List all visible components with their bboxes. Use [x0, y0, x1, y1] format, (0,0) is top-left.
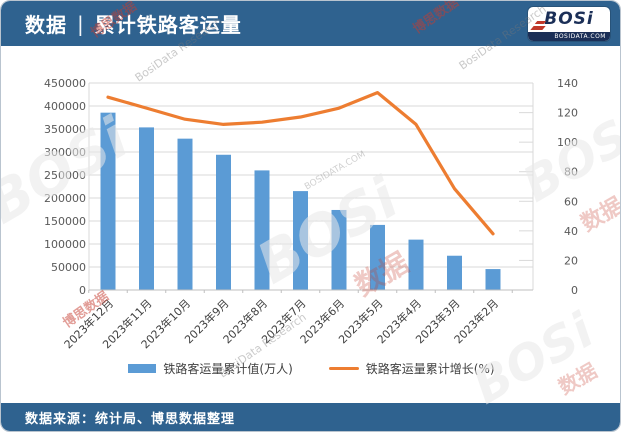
bar-2023年4月: [408, 239, 424, 290]
title-separator: |: [77, 11, 85, 36]
legend-item-bar: 铁路客运量累计值(万人): [128, 360, 293, 377]
bar-2023年11月: [139, 127, 154, 290]
right-axis-label: 20: [564, 254, 578, 267]
right-axis-label: 60: [564, 195, 578, 208]
left-axis-label: 0: [79, 284, 86, 297]
bar-2023年9月: [216, 154, 231, 290]
right-axis-label: 80: [564, 166, 578, 179]
legend-item-line: 铁路客运量累计增长(%): [328, 360, 495, 377]
left-axis-label: 50000: [51, 261, 86, 274]
title-text: 累计铁路客运量: [94, 13, 242, 37]
line-series-swatch: [328, 367, 359, 370]
bosi-logo: BOSi BOSIDATA.COM: [528, 7, 610, 41]
left-axis-label: 100000: [44, 238, 86, 251]
footer-bar: 数据来源：统计局、博思数据整理: [1, 403, 620, 431]
bar-2023年3月: [447, 255, 462, 290]
left-axis-label: 150000: [44, 215, 86, 228]
page-title: 数据 | 累计铁路客运量: [25, 9, 242, 38]
logo-domain: BOSIDATA.COM: [528, 32, 610, 41]
left-axis-label: 450000: [44, 77, 86, 90]
left-axis-label: 350000: [44, 123, 86, 136]
right-axis-label: 0: [571, 284, 578, 297]
left-axis-label: 300000: [44, 146, 86, 159]
cumulative-railway-passenger-chart: 0 20 40 60 80 100 120 140 0 50000 100000 150000 2000…: [44, 77, 578, 351]
logo-wordmark: BOSi: [544, 9, 594, 29]
bar-series-label: 铁路客运量累计值(万人): [163, 362, 293, 376]
chart-area: 0 20 40 60 80 100 120 140 0 50000 100000 150000 2000…: [1, 46, 620, 406]
right-axis-label: 140: [557, 77, 578, 90]
title-prefix: 数据: [25, 13, 67, 37]
left-axis-label: 200000: [44, 192, 86, 205]
bar-2023年10月: [177, 138, 193, 290]
right-axis-label: 120: [557, 107, 578, 120]
chart-legend: 铁路客运量累计值(万人) 铁路客运量累计增长(%): [1, 360, 620, 377]
bar-2023年6月: [331, 209, 347, 290]
bar-2023年8月: [254, 170, 270, 290]
right-axis-label: 100: [557, 136, 578, 149]
logo-red-slash-icon: [530, 26, 546, 30]
left-axis-label: 400000: [44, 100, 86, 113]
bar-2023年5月: [370, 224, 385, 290]
line-series-label: 铁路客运量累计增长(%): [365, 362, 495, 376]
bosi-logo-mark: BOSi: [528, 7, 610, 32]
bar-2023年7月: [293, 191, 308, 290]
bar-series-swatch: [128, 364, 157, 373]
bar-2023年12月: [100, 112, 116, 290]
bar-2023年2月: [485, 269, 501, 290]
growth-line: [106, 91, 495, 236]
left-axis-label: 250000: [44, 169, 86, 182]
right-axis-label: 40: [564, 225, 578, 238]
data-source-label: 数据来源：统计局、博思数据整理: [25, 411, 236, 427]
header-bar: 数据 | 累计铁路客运量 BOSi BOSIDATA.COM: [1, 1, 620, 46]
